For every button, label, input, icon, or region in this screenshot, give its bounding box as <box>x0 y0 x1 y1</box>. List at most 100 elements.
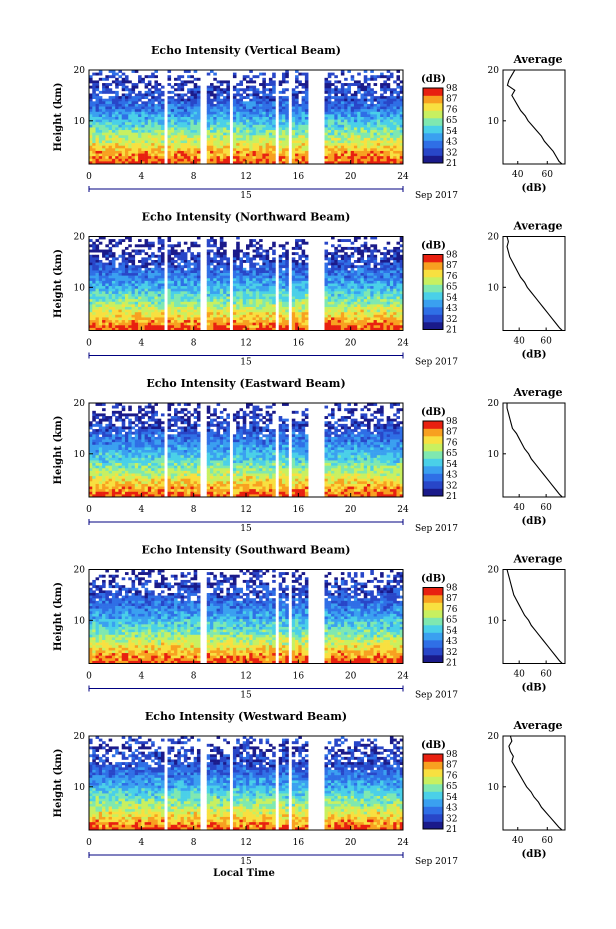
heatmap-cell <box>246 106 250 110</box>
heatmap-cell <box>278 275 283 279</box>
heatmap-cell <box>108 83 113 86</box>
heatmap-cell <box>340 312 345 316</box>
heatmap-cell <box>324 127 329 131</box>
heatmap-cell <box>389 286 394 290</box>
heatmap-cell <box>399 270 404 274</box>
heatmap-cell <box>138 132 142 136</box>
heatmap-cell <box>370 88 374 92</box>
heatmap-cell <box>255 309 260 313</box>
heatmap-cell <box>350 254 355 258</box>
heatmap-cell <box>347 239 351 243</box>
heatmap-cell <box>236 150 240 154</box>
heatmap-cell <box>272 161 276 165</box>
heatmap-cell <box>340 280 345 284</box>
heatmap-cell <box>246 140 250 144</box>
heatmap-cell <box>272 299 276 303</box>
heatmap-cell <box>138 320 142 323</box>
heatmap-cell <box>180 101 185 105</box>
heatmap-cell <box>383 265 387 269</box>
heatmap-cell <box>380 132 384 136</box>
heatmap-cell <box>95 288 100 292</box>
heatmap-cell <box>298 280 302 284</box>
heatmap-cell <box>278 161 283 165</box>
heatmap-cell <box>249 148 253 152</box>
heatmap-cell <box>210 119 214 123</box>
heatmap-cell <box>128 291 132 295</box>
heatmap-cell <box>334 254 338 258</box>
heatmap-cell <box>242 109 247 113</box>
heatmap-cell <box>206 273 211 276</box>
heatmap-cell <box>98 312 103 316</box>
heatmap-cell <box>206 262 211 266</box>
heatmap-cell <box>131 309 136 313</box>
heatmap-cell <box>92 80 96 84</box>
heatmap-cell <box>337 150 342 154</box>
heatmap-cell <box>124 304 129 308</box>
heatmap-cell <box>210 280 214 284</box>
heatmap-cell <box>92 148 96 152</box>
heatmap-cell <box>226 307 230 310</box>
heatmap-cell <box>170 320 175 323</box>
heatmap-cell <box>334 275 338 279</box>
heatmap-cell <box>170 267 175 271</box>
heatmap-cell <box>167 273 172 276</box>
heatmap-cell <box>213 254 217 258</box>
heatmap-cell <box>344 88 348 92</box>
heatmap-cell <box>239 312 244 316</box>
heatmap-cell <box>183 109 188 113</box>
heatmap-cell <box>193 96 198 100</box>
heatmap-cell <box>92 257 96 261</box>
heatmap-cell <box>223 150 227 154</box>
heatmap-cell <box>160 317 165 321</box>
heatmap-cell <box>226 88 230 92</box>
heatmap-cell <box>226 137 230 141</box>
heatmap-cell <box>128 265 132 269</box>
heatmap-cell <box>281 153 286 157</box>
heatmap-cell <box>95 280 100 284</box>
heatmap-cell <box>357 299 361 303</box>
heatmap-cell <box>344 83 348 86</box>
heatmap-cell <box>183 314 188 318</box>
heatmap-cell <box>193 132 198 136</box>
heatmap-cell <box>121 280 126 284</box>
heatmap-cell <box>92 119 96 123</box>
heatmap-cell <box>376 304 381 308</box>
heatmap-cell <box>206 127 211 131</box>
heatmap-cell <box>363 293 368 297</box>
heatmap-cell <box>118 106 123 110</box>
heatmap-cell <box>376 299 381 303</box>
heatmap-cell <box>353 299 358 303</box>
heatmap-cell <box>242 317 247 321</box>
heatmap-cell <box>340 262 345 266</box>
heatmap-cell <box>232 293 237 297</box>
heatmap-cell <box>177 293 181 297</box>
heatmap-cell <box>301 127 306 131</box>
heatmap-cell <box>376 267 381 271</box>
heatmap-cell <box>246 270 250 274</box>
heatmap-cell <box>278 111 283 115</box>
heatmap-cell <box>363 148 368 152</box>
heatmap-cell <box>347 301 351 305</box>
heatmap-cell <box>272 106 276 110</box>
heatmap-cell <box>236 286 240 290</box>
heatmap-cell <box>291 153 296 157</box>
heatmap-cell <box>259 72 263 76</box>
heatmap-cell <box>383 267 387 271</box>
heatmap-cell <box>380 304 384 308</box>
heatmap-cell <box>151 270 155 274</box>
heatmap-cell <box>108 252 113 256</box>
heatmap-cell <box>334 317 338 321</box>
heatmap-cell <box>272 283 276 287</box>
heatmap-cell <box>304 314 309 318</box>
heatmap-cell <box>295 244 299 248</box>
heatmap-cell <box>370 299 374 303</box>
heatmap-cell <box>278 124 283 128</box>
heatmap-cell <box>278 257 283 261</box>
heatmap-cell <box>108 140 113 144</box>
heatmap-cell <box>216 267 221 271</box>
heatmap-cell <box>177 320 181 323</box>
heatmap-cell <box>353 132 358 136</box>
heatmap-cell <box>249 117 253 120</box>
heatmap-cell <box>304 301 309 305</box>
heatmap-cell <box>285 127 289 131</box>
